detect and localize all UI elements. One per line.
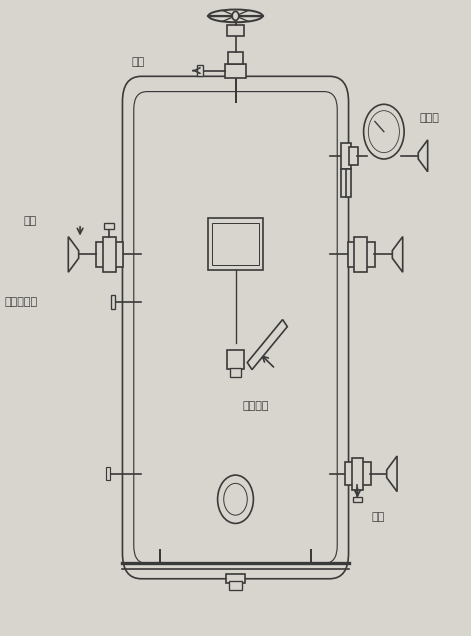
Text: 压力表: 压力表 bbox=[419, 113, 439, 123]
Bar bbox=[227, 25, 244, 36]
Bar bbox=[352, 458, 363, 490]
Bar bbox=[225, 64, 246, 78]
FancyBboxPatch shape bbox=[122, 76, 349, 579]
Polygon shape bbox=[392, 237, 403, 272]
Text: 电加热器: 电加热器 bbox=[243, 401, 269, 411]
Text: 减压: 减压 bbox=[132, 57, 145, 67]
Bar bbox=[341, 143, 351, 169]
Text: 液位计接口: 液位计接口 bbox=[5, 297, 38, 307]
Bar bbox=[106, 467, 110, 480]
Bar bbox=[353, 497, 362, 502]
Polygon shape bbox=[247, 319, 287, 370]
Bar bbox=[354, 237, 367, 272]
Polygon shape bbox=[387, 456, 397, 492]
Bar bbox=[208, 218, 263, 270]
Circle shape bbox=[232, 11, 239, 20]
Polygon shape bbox=[68, 237, 79, 272]
Bar bbox=[349, 147, 358, 165]
Bar bbox=[197, 65, 203, 76]
Bar bbox=[111, 295, 115, 309]
Bar bbox=[229, 581, 242, 590]
Bar bbox=[230, 368, 241, 377]
Text: 放油: 放油 bbox=[371, 512, 384, 522]
Bar bbox=[228, 52, 243, 64]
Bar bbox=[341, 169, 351, 197]
Bar bbox=[104, 223, 114, 229]
Bar bbox=[212, 223, 259, 265]
Bar bbox=[348, 242, 375, 267]
Bar bbox=[103, 237, 116, 272]
Bar bbox=[227, 350, 244, 369]
Bar bbox=[226, 574, 245, 583]
Circle shape bbox=[218, 475, 253, 523]
Text: 进油: 进油 bbox=[24, 216, 37, 226]
Circle shape bbox=[364, 104, 404, 159]
Polygon shape bbox=[418, 140, 428, 172]
Bar bbox=[345, 462, 371, 485]
Bar bbox=[96, 242, 123, 267]
